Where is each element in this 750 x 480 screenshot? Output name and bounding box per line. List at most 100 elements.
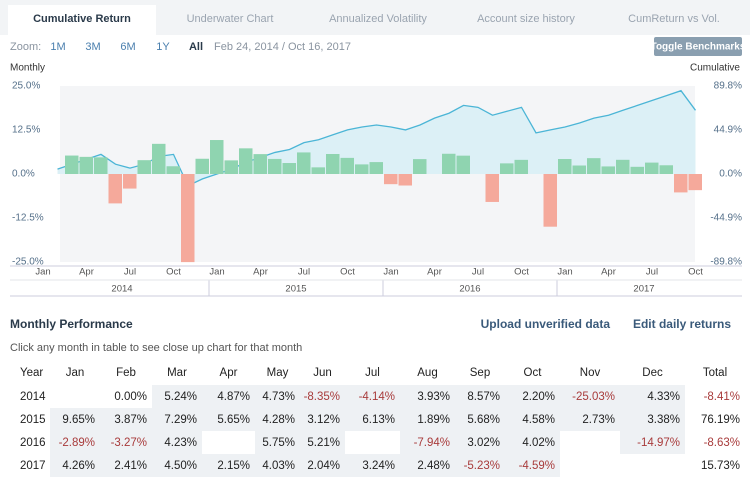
month-cell[interactable]: 2.73% [582, 414, 615, 426]
month-cell[interactable]: 2.04% [307, 460, 340, 472]
cell-bg[interactable] [560, 408, 620, 431]
month-cell[interactable]: 3.38% [647, 414, 680, 426]
cell-bg[interactable] [50, 431, 100, 454]
zoom-option[interactable]: 1M [50, 41, 65, 53]
edit-link[interactable]: Edit daily returns [633, 317, 731, 331]
month-cell[interactable]: -8.35% [304, 391, 340, 403]
month-cell[interactable]: 4.87% [217, 391, 250, 403]
month-cell[interactable]: 4.33% [647, 391, 680, 403]
cell-bg[interactable] [152, 385, 202, 408]
cell-bg[interactable] [505, 385, 560, 408]
month-cell[interactable]: 5.21% [307, 437, 340, 449]
cell-bg[interactable] [152, 454, 202, 477]
tab[interactable]: Annualized Volatility [329, 13, 427, 25]
month-cell[interactable]: 4.58% [522, 414, 555, 426]
cell-bg[interactable] [455, 454, 505, 477]
y2-tick-label: -44.9% [710, 213, 742, 224]
month-cell[interactable]: -2.89% [59, 437, 95, 449]
tab[interactable]: Account size history [477, 13, 575, 25]
cell-bg[interactable] [400, 431, 455, 454]
month-cell[interactable]: 4.73% [262, 391, 295, 403]
cell-bg[interactable] [100, 454, 152, 477]
zoom-option[interactable]: All [189, 41, 203, 53]
month-cell[interactable]: 5.65% [217, 414, 250, 426]
cell-bg[interactable] [620, 408, 685, 431]
month-cell[interactable]: 3.93% [417, 391, 450, 403]
cell-bg[interactable] [152, 408, 202, 431]
cell-bg[interactable] [300, 408, 345, 431]
cell-bg[interactable] [300, 454, 345, 477]
cell-bg[interactable] [202, 385, 255, 408]
cell-bg[interactable] [300, 431, 345, 454]
zoom-option[interactable]: 6M [120, 41, 135, 53]
month-cell[interactable]: 3.24% [362, 460, 395, 472]
month-cell[interactable]: -4.59% [519, 460, 555, 472]
cell-bg[interactable] [255, 454, 300, 477]
cell-bg[interactable] [202, 408, 255, 431]
toggle-button[interactable] [654, 37, 742, 56]
cell-bg[interactable] [560, 385, 620, 408]
tab[interactable]: Cumulative Return [33, 13, 131, 25]
month-cell[interactable]: -7.94% [414, 437, 450, 449]
cell-bg[interactable] [152, 431, 202, 454]
month-cell[interactable]: -3.27% [111, 437, 147, 449]
month-cell[interactable]: 0.00% [114, 391, 147, 403]
cell-bg[interactable] [345, 408, 400, 431]
date-range[interactable]: Feb 24, 2014 / Oct 16, 2017 [214, 41, 351, 53]
zoom-option[interactable]: 3M [85, 41, 100, 53]
cell-bg[interactable] [255, 408, 300, 431]
upload-link[interactable]: Upload unverified data [481, 317, 611, 331]
cell-bg[interactable] [455, 431, 505, 454]
month-cell[interactable]: 4.02% [522, 437, 555, 449]
month-cell[interactable]: 7.29% [164, 414, 197, 426]
zoom-option[interactable]: 1Y [156, 41, 170, 53]
cell-bg[interactable] [345, 454, 400, 477]
cell-bg[interactable] [345, 385, 400, 408]
cell-bg[interactable] [505, 454, 560, 477]
month-cell[interactable]: 9.65% [62, 414, 95, 426]
cell-bg[interactable] [505, 431, 560, 454]
cell-bg[interactable] [505, 408, 560, 431]
month-cell[interactable]: 4.03% [262, 460, 295, 472]
month-cell[interactable]: 5.68% [467, 414, 500, 426]
cell-bg[interactable] [300, 385, 345, 408]
toggle-label[interactable]: Toggle Benchmarks [651, 42, 746, 53]
cell-bg[interactable] [255, 431, 300, 454]
month-cell[interactable]: 4.50% [164, 460, 197, 472]
month-cell[interactable]: 5.75% [262, 437, 295, 449]
month-cell[interactable]: -25.03% [572, 391, 615, 403]
month-cell[interactable]: 5.24% [164, 391, 197, 403]
month-cell[interactable]: 6.13% [362, 414, 395, 426]
month-cell[interactable]: 2.48% [417, 460, 450, 472]
cell-bg[interactable] [455, 408, 505, 431]
month-cell[interactable]: 4.23% [164, 437, 197, 449]
month-cell[interactable]: 4.28% [262, 414, 295, 426]
month-cell[interactable]: 2.20% [522, 391, 555, 403]
monthly-bar [210, 140, 224, 174]
month-cell[interactable]: 3.02% [467, 437, 500, 449]
cell-bg[interactable] [455, 385, 505, 408]
cell-bg[interactable] [400, 408, 455, 431]
cell-bg[interactable] [50, 454, 100, 477]
cell-bg[interactable] [400, 454, 455, 477]
cell-bg[interactable] [620, 431, 685, 454]
month-cell[interactable]: 2.41% [114, 460, 147, 472]
month-cell[interactable]: 1.89% [417, 414, 450, 426]
cell-bg[interactable] [202, 454, 255, 477]
month-cell[interactable]: 2.15% [217, 460, 250, 472]
cell-bg[interactable] [620, 385, 685, 408]
cell-bg[interactable] [100, 431, 152, 454]
tab[interactable]: CumReturn vs Vol. [628, 13, 720, 25]
month-cell[interactable]: 3.12% [307, 414, 340, 426]
cell-bg[interactable] [400, 385, 455, 408]
cell-bg[interactable] [50, 408, 100, 431]
month-cell[interactable]: 4.26% [62, 460, 95, 472]
month-cell[interactable]: 3.87% [114, 414, 147, 426]
month-cell[interactable]: -5.23% [464, 460, 500, 472]
cell-bg[interactable] [255, 385, 300, 408]
month-cell[interactable]: -4.14% [359, 391, 395, 403]
month-cell[interactable]: 8.57% [467, 391, 500, 403]
cell-bg[interactable] [100, 408, 152, 431]
tab[interactable]: Underwater Chart [187, 13, 274, 25]
month-cell[interactable]: -14.97% [637, 437, 680, 449]
